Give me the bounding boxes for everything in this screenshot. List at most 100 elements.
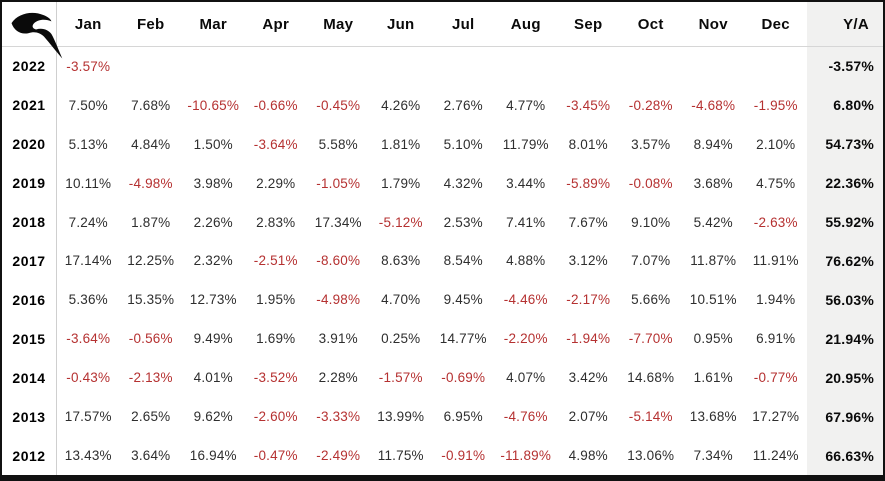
return-cell: -1.57% [378,370,423,386]
column-header-nov: Nov [698,15,728,33]
return-cell: 3.98% [193,175,233,191]
return-cell: -2.63% [753,214,798,230]
return-cell: 10.11% [65,175,112,191]
return-cell: -3.45% [566,97,611,113]
return-cell [120,47,183,86]
table-row-2020: 2020 5.13% 4.84% 1.50% -3.64% 5.58% 1.81% 5.10%… [2,124,883,164]
column-header-feb: Feb [136,15,165,33]
return-cell: 14.77% [439,331,487,347]
return-cell: 13.99% [377,409,425,425]
year-aggregate-cell: 55.92% [807,202,883,242]
table-row-2021: 2021 7.50% 7.68% -10.65% -0.66% -0.45% 4.26% 2.… [2,85,883,125]
return-cell: -1.05% [316,175,361,191]
return-cell: -3.57% [66,58,111,74]
return-cell: -0.77% [753,370,798,386]
table-row-2017: 2017 17.14% 12.25% 2.32% -2.51% -8.60% 8.63% 8.… [2,241,883,281]
return-cell [307,47,370,86]
return-cell: 2.07% [568,409,608,425]
return-cell: 7.50% [68,97,108,113]
return-cell: -3.52% [253,370,298,386]
year-label: 2020 [2,124,57,164]
logo-cell [2,2,63,59]
return-cell: 4.01% [193,370,233,386]
return-cell: -4.98% [316,292,361,308]
return-cell: 5.13% [68,136,108,152]
return-cell: 13.06% [627,448,675,464]
return-cell: 2.65% [131,409,171,425]
return-cell: 7.07% [631,253,671,269]
return-cell: 8.94% [693,136,733,152]
return-cell: 17.34% [314,214,362,230]
return-cell: -11.89% [500,448,552,464]
return-cell: 1.94% [756,292,796,308]
table-row-2012: 2012 13.43% 3.64% 16.94% -0.47% -2.49% 11.75% -… [2,436,883,475]
table-row-2014: 2014 -0.43% -2.13% 4.01% -3.52% 2.28% -1.57% -0… [2,358,883,398]
return-cell: 4.75% [756,175,796,191]
return-cell: 1.79% [381,175,421,191]
return-cell: -0.56% [128,331,173,347]
return-cell [370,47,433,86]
return-cell: 1.87% [131,214,171,230]
return-cell: 3.44% [506,175,546,191]
return-cell: -10.65% [187,97,240,113]
year-label: 2018 [2,202,57,242]
return-cell: 11.79% [502,136,549,152]
return-cell: 2.29% [256,175,296,191]
table-row-2016: 2016 5.36% 15.35% 12.73% 1.95% -4.98% 4.70% 9.4… [2,280,883,320]
return-cell: 7.24% [68,214,108,230]
year-label: 2016 [2,280,57,320]
return-cell: 11.24% [752,448,799,464]
return-cell: -8.60% [316,253,361,269]
return-cell: -2.13% [128,370,173,386]
column-header-mar: Mar [199,15,228,33]
return-cell: 1.81% [381,136,421,152]
year-label: 2017 [2,241,57,281]
return-cell: 4.07% [506,370,546,386]
return-cell: 0.25% [381,331,421,347]
return-cell: 17.14% [64,253,112,269]
return-cell: 3.57% [631,136,671,152]
return-cell: -0.28% [628,97,673,113]
year-aggregate-cell: 21.94% [807,319,883,359]
return-cell: 13.68% [689,409,737,425]
return-cell: 13.43% [64,448,112,464]
return-cell: 7.34% [693,448,733,464]
return-cell: -5.12% [378,214,423,230]
year-aggregate-cell: 76.62% [807,241,883,281]
return-cell: -3.64% [253,136,298,152]
return-cell: 7.41% [506,214,546,230]
year-aggregate-cell: 67.96% [807,397,883,437]
return-cell [495,47,558,86]
return-cell: -3.64% [66,331,111,347]
return-cell: 2.10% [756,136,796,152]
return-cell: 7.68% [131,97,171,113]
return-cell: -4.68% [691,97,736,113]
return-cell: 4.98% [568,448,608,464]
column-header-ya: Y/A [807,2,883,46]
year-aggregate-cell: 20.95% [807,358,883,398]
return-cell: 8.54% [443,253,483,269]
return-cell: 2.32% [193,253,233,269]
return-cell: -0.43% [66,370,111,386]
year-label: 2012 [2,436,57,475]
return-cell: 2.76% [443,97,483,113]
year-aggregate-cell: -3.57% [807,47,883,86]
year-aggregate-cell: 56.03% [807,280,883,320]
return-cell: 8.01% [568,136,608,152]
return-cell: 1.69% [256,331,296,347]
column-header-may: May [323,15,354,33]
return-cell: -1.94% [566,331,611,347]
brand-swoosh-logo-icon [11,12,63,59]
return-cell: 8.63% [381,253,421,269]
year-aggregate-cell: 22.36% [807,163,883,203]
column-header-sep: Sep [574,15,603,33]
return-cell: -0.45% [316,97,361,113]
return-cell [557,47,620,86]
return-cell: 3.42% [568,370,608,386]
return-cell: -0.47% [253,448,298,464]
return-cell: 16.94% [189,448,237,464]
return-cell: 6.95% [443,409,483,425]
return-cell: 1.95% [256,292,296,308]
return-cell: 12.73% [189,292,237,308]
return-cell: 7.67% [568,214,608,230]
